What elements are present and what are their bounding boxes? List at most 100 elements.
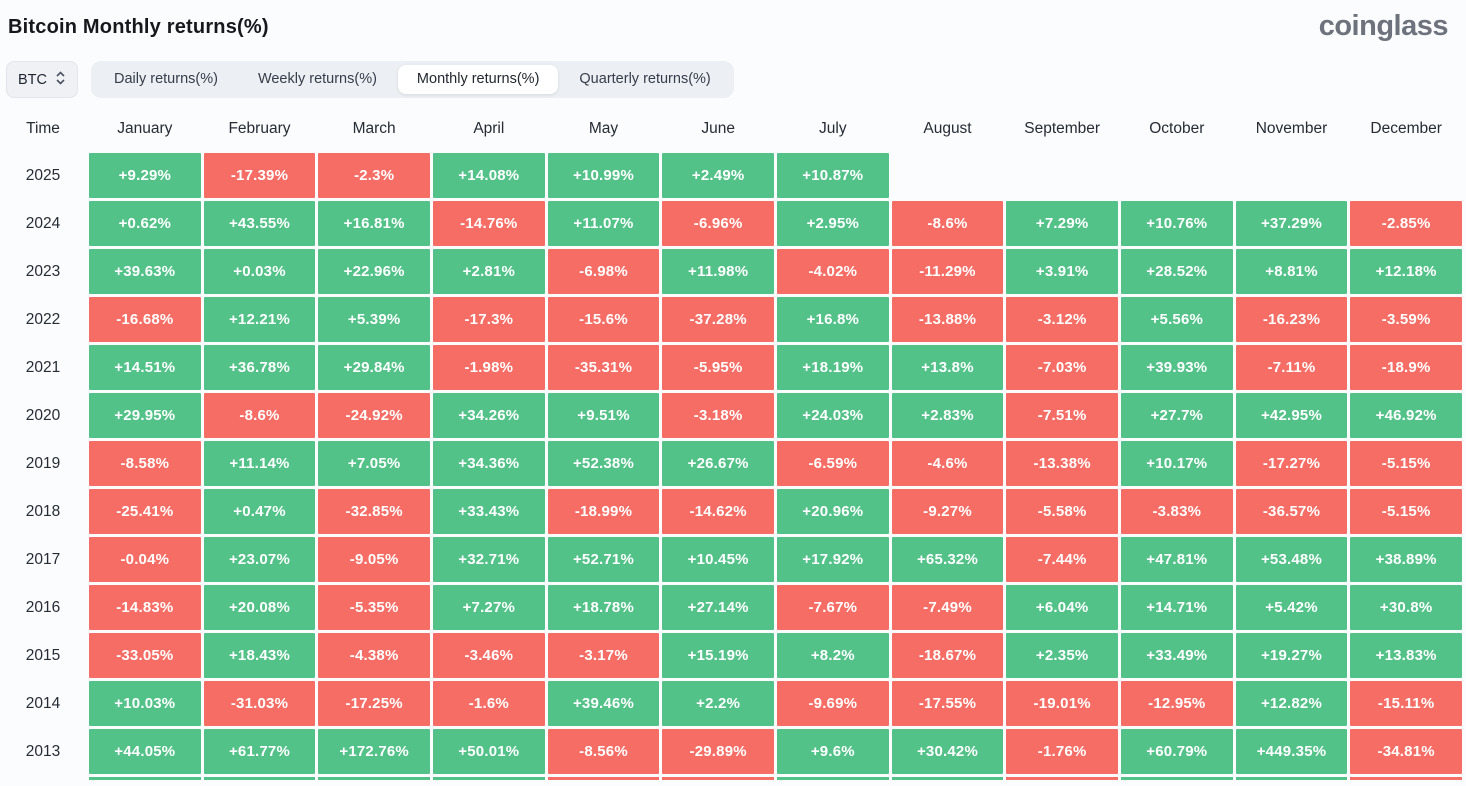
return-cell: +16.8%	[776, 297, 889, 342]
return-cell: -6.98%	[547, 249, 660, 294]
return-cell: -32.85%	[318, 489, 430, 534]
return-cell: +19.27%	[1235, 633, 1348, 678]
return-cell: +5.56%	[1120, 297, 1233, 342]
return-cell: +47.81%	[1120, 537, 1233, 582]
return-cell: +449.35%	[1235, 729, 1348, 774]
return-cell: +13.8%	[891, 345, 1004, 390]
return-cell: +2.2%	[662, 681, 774, 726]
return-cell: -8.6%	[203, 393, 316, 438]
return-cell: -3.83%	[1120, 489, 1233, 534]
return-cell: -4.02%	[776, 249, 889, 294]
return-cell: +60.79%	[1120, 729, 1233, 774]
return-cell: -5.95%	[662, 345, 774, 390]
month-column-header: June	[701, 120, 735, 137]
year-label: 2021	[25, 358, 61, 376]
return-cell: +39.63%	[89, 249, 201, 294]
return-cell: +172.76%	[318, 729, 430, 774]
return-cell: +2.83%	[891, 393, 1004, 438]
return-cell: +12.82%	[1235, 681, 1348, 726]
return-cell: +16.81%	[318, 201, 430, 246]
tab-weekly[interactable]: Weekly returns(%)	[239, 65, 396, 95]
return-cell: -34.81%	[1350, 729, 1462, 774]
tab-monthly[interactable]: Monthly returns(%)	[397, 64, 559, 95]
return-cell: +11.98%	[662, 249, 774, 294]
return-cell: +30.42%	[891, 729, 1004, 774]
return-cell: +34.26%	[432, 393, 545, 438]
partial-return-cell	[1006, 777, 1118, 780]
return-cell: +10.76%	[1120, 201, 1233, 246]
return-cell: +5.42%	[1235, 585, 1348, 630]
return-cell: -15.6%	[547, 297, 660, 342]
month-column-header: November	[1255, 120, 1328, 137]
return-cell: +33.43%	[432, 489, 545, 534]
return-cell: -14.83%	[89, 585, 201, 630]
return-cell: +28.52%	[1120, 249, 1233, 294]
return-cell: +61.77%	[203, 729, 316, 774]
return-cell: -2.3%	[318, 153, 430, 198]
partial-return-cell	[1235, 777, 1348, 780]
return-cell: -9.05%	[318, 537, 430, 582]
updown-chevron-icon	[55, 70, 66, 90]
month-column-header: December	[1370, 120, 1442, 137]
return-cell: +9.51%	[547, 393, 660, 438]
return-cell: +7.29%	[1006, 201, 1118, 246]
return-cell: -1.6%	[432, 681, 545, 726]
return-cell: +0.47%	[203, 489, 316, 534]
return-cell: -25.41%	[89, 489, 201, 534]
month-column-header: August	[923, 120, 972, 137]
return-cell: +37.29%	[1235, 201, 1348, 246]
return-cell: +27.14%	[662, 585, 774, 630]
month-column-header: July	[819, 120, 847, 137]
empty-cell	[1350, 153, 1462, 198]
return-cell: +11.07%	[547, 201, 660, 246]
year-label: 2013	[25, 742, 61, 760]
return-cell: -7.67%	[776, 585, 889, 630]
return-cell: +8.2%	[776, 633, 889, 678]
return-cell: -5.15%	[1350, 441, 1462, 486]
return-cell: +22.96%	[318, 249, 430, 294]
controls-row: BTC Daily returns(%) Weekly returns(%) Mon…	[6, 61, 1466, 98]
return-cell: -9.69%	[776, 681, 889, 726]
symbol-select[interactable]: BTC	[6, 61, 78, 98]
return-cell: +10.45%	[662, 537, 774, 582]
time-column-header: Time	[26, 120, 60, 137]
return-cell: +6.04%	[1006, 585, 1118, 630]
returns-tab-group: Daily returns(%) Weekly returns(%) Monthly…	[91, 61, 734, 98]
return-cell: -8.56%	[547, 729, 660, 774]
symbol-select-value: BTC	[18, 71, 47, 88]
return-cell: +2.35%	[1006, 633, 1118, 678]
return-cell: -36.57%	[1235, 489, 1348, 534]
return-cell: +32.71%	[432, 537, 545, 582]
return-cell: -7.03%	[1006, 345, 1118, 390]
return-cell: +20.96%	[776, 489, 889, 534]
return-cell: +5.39%	[318, 297, 430, 342]
monthly-returns-table: Time January February March April May June July…	[0, 108, 1466, 780]
tab-daily[interactable]: Daily returns(%)	[95, 65, 237, 95]
tab-quarterly[interactable]: Quarterly returns(%)	[560, 65, 729, 95]
return-cell: -14.76%	[432, 201, 545, 246]
partial-return-cell	[547, 777, 660, 780]
return-cell: -3.12%	[1006, 297, 1118, 342]
return-cell: -29.89%	[662, 729, 774, 774]
return-cell: +15.19%	[662, 633, 774, 678]
return-cell: -18.99%	[547, 489, 660, 534]
return-cell: +44.05%	[89, 729, 201, 774]
return-cell: +12.21%	[203, 297, 316, 342]
return-cell: +36.78%	[203, 345, 316, 390]
return-cell: -4.6%	[891, 441, 1004, 486]
year-label: 2024	[25, 214, 61, 232]
empty-cell	[1006, 153, 1118, 198]
return-cell: +8.81%	[1235, 249, 1348, 294]
return-cell: -1.76%	[1006, 729, 1118, 774]
return-cell: +14.08%	[432, 153, 545, 198]
return-cell: -16.68%	[89, 297, 201, 342]
return-cell: +3.91%	[1006, 249, 1118, 294]
return-cell: +34.36%	[432, 441, 545, 486]
return-cell: -7.44%	[1006, 537, 1118, 582]
month-column-header: March	[352, 120, 396, 137]
return-cell: +46.92%	[1350, 393, 1462, 438]
return-cell: -5.58%	[1006, 489, 1118, 534]
year-label: 2016	[25, 598, 61, 616]
return-cell: -17.39%	[203, 153, 316, 198]
year-label: 2015	[25, 646, 61, 664]
